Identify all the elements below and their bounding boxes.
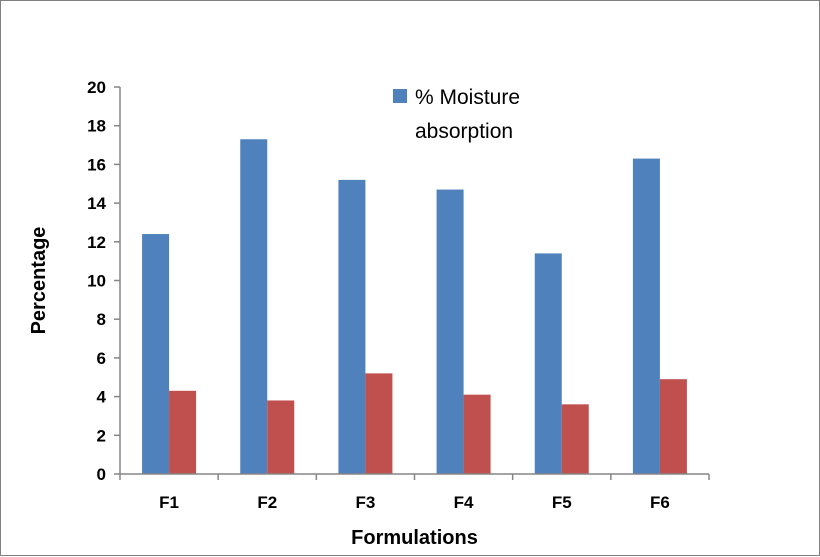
bar-series-2-f1 xyxy=(169,390,197,474)
bar-series-2-f5 xyxy=(561,404,589,474)
y-tick-label: 16 xyxy=(87,155,106,174)
bar-moisture-absorption-f1 xyxy=(142,234,170,474)
bar-moisture-absorption-f6 xyxy=(632,158,660,474)
bar-moisture-absorption-f4 xyxy=(436,189,464,474)
x-tick-label: F5 xyxy=(552,493,572,512)
bar-series-2-f2 xyxy=(267,400,295,474)
legend-swatch-moisture-absorption xyxy=(393,89,407,103)
bar-moisture-absorption-f3 xyxy=(338,179,366,474)
x-axis-ticks: F1 F2 F3 F4 F5 F6 xyxy=(119,474,710,512)
bar-series-2-f6 xyxy=(659,379,687,474)
x-tick-label: F4 xyxy=(454,493,474,512)
legend-label-line-1: % Moisture xyxy=(415,86,520,109)
bar-series-2-f4 xyxy=(463,394,491,474)
y-axis-ticks: 0 2 4 6 8 10 12 14 16 18 20 xyxy=(87,78,120,484)
x-axis-title: Formulations xyxy=(351,527,478,549)
y-tick-label: 14 xyxy=(87,194,106,213)
y-axis-title: Percentage xyxy=(28,227,50,335)
legend-label-line-2: absorption xyxy=(415,120,513,143)
bar-moisture-absorption-f2 xyxy=(240,139,268,474)
y-tick-label: 10 xyxy=(87,272,106,291)
bars xyxy=(142,139,687,474)
x-tick-label: F6 xyxy=(650,493,670,512)
bar-series-2-f3 xyxy=(365,373,393,474)
y-tick-label: 18 xyxy=(87,117,106,136)
x-tick-label: F2 xyxy=(257,493,277,512)
legend: % Moisture absorption xyxy=(393,86,520,143)
y-tick-label: 0 xyxy=(97,465,106,484)
x-tick-label: F3 xyxy=(355,493,375,512)
bar-moisture-absorption-f5 xyxy=(534,253,562,474)
x-tick-label: F1 xyxy=(159,493,179,512)
y-tick-label: 4 xyxy=(97,388,107,407)
y-tick-label: 12 xyxy=(87,233,106,252)
y-tick-label: 2 xyxy=(97,426,106,445)
y-tick-label: 20 xyxy=(87,78,106,97)
y-tick-label: 6 xyxy=(97,349,106,368)
y-tick-label: 8 xyxy=(97,310,106,329)
